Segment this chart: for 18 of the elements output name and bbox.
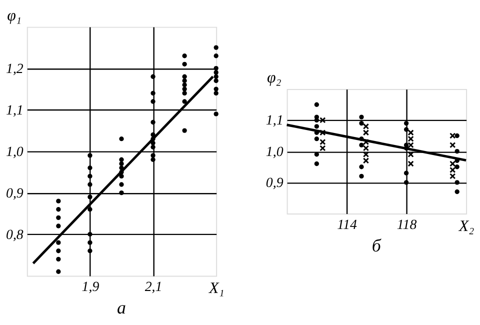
y-tick-label: 1,1 xyxy=(266,114,284,129)
text: а xyxy=(117,298,126,318)
y-tick-label: 1,2 xyxy=(6,62,24,77)
y-tick-label: 0,8 xyxy=(6,228,24,243)
x-tick-label: 1,9 xyxy=(82,280,100,296)
y-tick-label: 0,9 xyxy=(266,176,284,191)
y-axis-title: φ₁ xyxy=(7,7,22,24)
y-tick-label: 1,0 xyxy=(266,144,284,160)
x-tick-label: 2,1 xyxy=(144,280,162,296)
y-tick-label: 0,9 xyxy=(6,186,24,202)
x-axis-title: X₂ xyxy=(458,218,475,235)
y-tick-label: 1,0 xyxy=(6,144,24,160)
y-axis-title: φ₂ xyxy=(266,70,282,87)
x-tick-label: 114 xyxy=(337,218,358,233)
x-tick-label: 118 xyxy=(396,218,417,233)
text: б xyxy=(372,235,382,256)
x-axis-title: X₁ xyxy=(208,280,224,298)
y-tick-label: 1,1 xyxy=(6,103,24,118)
